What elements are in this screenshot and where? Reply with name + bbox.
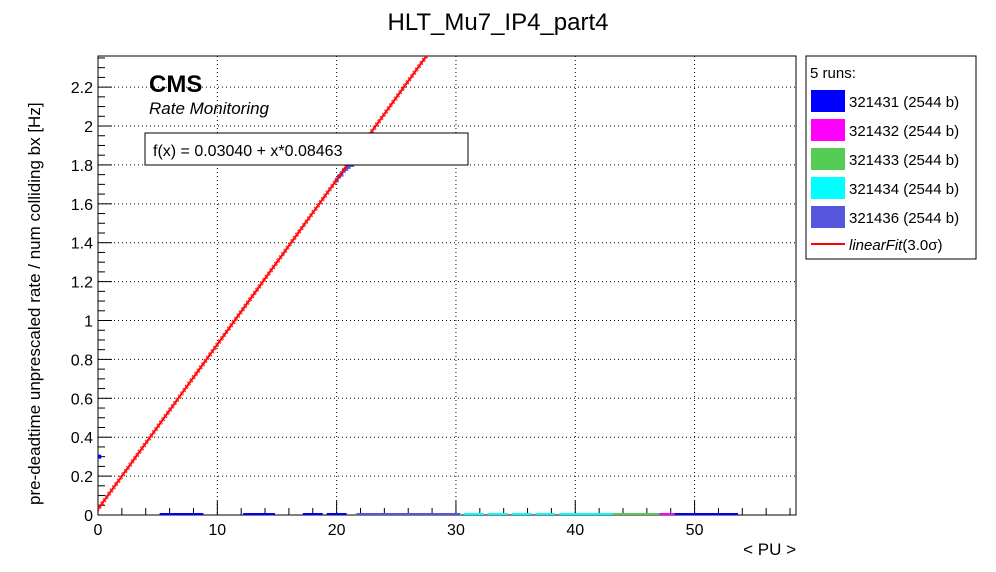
legend-swatch <box>811 206 845 228</box>
data-point <box>654 513 675 515</box>
legend-label: 321431 (2544 b) <box>849 94 959 111</box>
y-tick-label: 1.2 <box>71 275 93 292</box>
legend-label: 321434 (2544 b) <box>849 181 959 198</box>
data-series <box>98 162 738 515</box>
y-tick-label: 1.4 <box>71 236 93 253</box>
legend-fit-label: linearFit(3.0σ) <box>849 237 942 254</box>
data-point <box>666 513 687 515</box>
data-point <box>592 513 613 515</box>
data-point <box>618 513 639 515</box>
fit-box: f(x) = 0.03040 + x*0.08463 <box>144 132 469 166</box>
fit-box-text: f(x) = 0.03040 + x*0.08463 <box>153 143 343 160</box>
data-point <box>535 513 556 515</box>
y-tick-label: 2.2 <box>71 80 93 97</box>
x-tick-label: 30 <box>447 522 465 539</box>
x-tick-label: 40 <box>566 522 584 539</box>
chart-title: HLT_Mu7_IP4_part4 <box>387 9 608 36</box>
data-point <box>302 513 323 515</box>
y-tick-label: 0.8 <box>71 352 93 369</box>
x-tick-label: 50 <box>686 522 704 539</box>
data-point <box>344 166 349 171</box>
data-point <box>356 513 377 515</box>
legend-swatch <box>811 148 845 170</box>
y-tick-label: 1.6 <box>71 197 93 214</box>
legend-fit-label-sigma: (3.0σ) <box>902 237 942 254</box>
fit-line <box>98 56 428 510</box>
fit-line-path <box>98 56 428 510</box>
y-tick-label: 2 <box>84 119 93 136</box>
data-point <box>577 513 598 515</box>
data-point <box>159 513 180 515</box>
data-point <box>717 513 738 515</box>
data-point <box>392 513 413 515</box>
x-tick-labels: 0 10 20 30 40 50 <box>94 522 704 539</box>
data-point <box>639 513 660 515</box>
legend: 5 runs: 321431 (2544 b)321432 (2544 b)32… <box>805 55 977 260</box>
data-point <box>684 513 705 515</box>
legend-label: 321433 (2544 b) <box>849 152 959 169</box>
data-point <box>183 513 204 515</box>
data-point <box>428 513 449 515</box>
data-point <box>607 513 628 515</box>
y-tick-label: 1.8 <box>71 158 93 175</box>
legend-swatch <box>811 119 845 141</box>
legend-label: 321432 (2544 b) <box>849 123 959 140</box>
legend-swatch <box>811 177 845 199</box>
x-tick-label: 10 <box>208 522 226 539</box>
y-axis-label: pre-deadtime unprescaled rate / num coll… <box>25 102 44 505</box>
x-axis-label: < PU > <box>743 540 796 559</box>
x-tick-label: 20 <box>328 522 346 539</box>
data-point <box>487 513 508 515</box>
cms-label: CMS <box>149 71 202 98</box>
data-point <box>559 513 580 515</box>
data-point <box>702 513 723 515</box>
y-tick-label: 0.2 <box>71 469 93 486</box>
y-tick-label: 0.6 <box>71 391 93 408</box>
data-point <box>511 513 532 515</box>
series-321434 <box>441 513 613 515</box>
legend-swatch <box>811 90 845 112</box>
plot-area <box>97 55 797 516</box>
x-tick-label: 0 <box>94 522 103 539</box>
data-point <box>98 454 102 459</box>
data-point <box>243 513 264 515</box>
axis-ticks <box>97 57 791 516</box>
legend-header: 5 runs: <box>810 65 856 82</box>
legend-entries: 321431 (2544 b) 321432 (2544 b) 321433 (25… <box>811 90 959 228</box>
data-point <box>439 513 460 515</box>
data-point <box>326 513 347 515</box>
data-point <box>463 513 484 515</box>
data-point <box>255 513 276 515</box>
data-point <box>346 164 351 169</box>
data-point <box>410 513 431 515</box>
y-tick-label: 0.4 <box>71 430 93 447</box>
rate-monitoring-label: Rate Monitoring <box>149 99 270 118</box>
y-tick-labels: 0 0.2 0.4 0.6 0.8 1 1.2 1.4 1.6 1.8 2 2.2 <box>71 80 93 525</box>
legend-fit-label-main: linearFit <box>849 237 903 254</box>
legend-label: 321436 (2544 b) <box>849 210 959 227</box>
data-point <box>374 513 395 515</box>
y-tick-label: 0 <box>84 508 93 525</box>
y-tick-label: 1 <box>84 314 93 331</box>
